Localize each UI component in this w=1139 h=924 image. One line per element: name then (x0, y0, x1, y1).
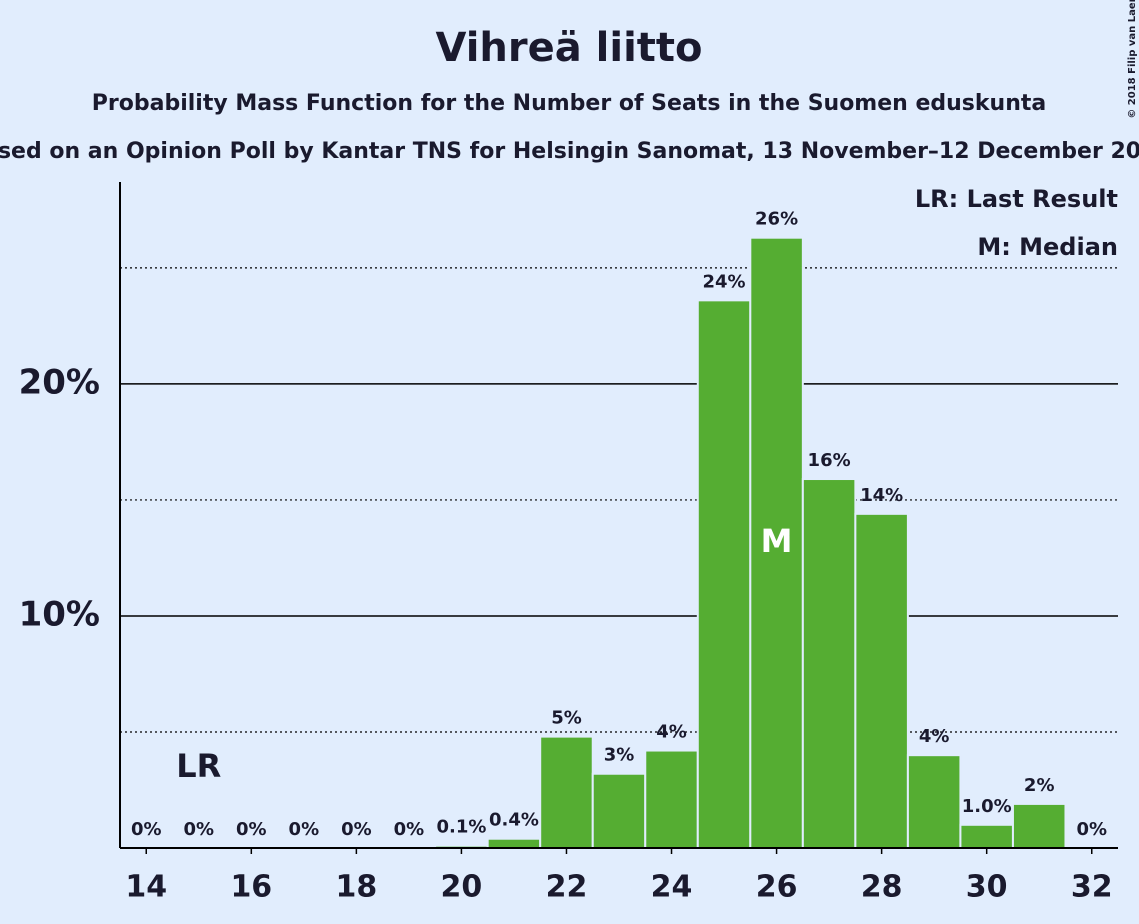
value-label: 5% (551, 708, 582, 729)
bar (959, 823, 1014, 850)
chart-subtitle: Probability Mass Function for the Number… (92, 91, 1046, 116)
x-tick-label: 16 (230, 870, 272, 905)
value-label: 0% (236, 819, 267, 840)
copyright: © 2018 Filip van Laenen (1127, 0, 1138, 119)
value-label: 0% (1076, 819, 1107, 840)
chart-subtitle: Based on an Opinion Poll by Kantar TNS f… (0, 139, 1139, 164)
value-label: 26% (755, 209, 798, 230)
value-label: 3% (604, 745, 635, 766)
y-tick-label: 10% (19, 594, 100, 634)
bar (749, 236, 804, 850)
x-tick-label: 22 (546, 870, 588, 905)
bar (696, 299, 752, 849)
value-label: 4% (919, 726, 950, 747)
y-tick-label: 20% (19, 362, 100, 402)
x-tick-label: 24 (651, 870, 693, 905)
legend-note: M: Median (977, 233, 1118, 261)
x-tick-label: 26 (756, 870, 798, 905)
value-label: 0% (131, 819, 162, 840)
value-label: 4% (656, 722, 687, 743)
bar (486, 837, 542, 850)
x-tick-label: 28 (861, 870, 903, 905)
value-label: 0% (341, 819, 372, 840)
x-tick-label: 18 (335, 870, 377, 905)
x-tick-label: 14 (125, 870, 167, 905)
chart-title: Vihreä liitto (435, 25, 702, 71)
annotation: LR (176, 747, 221, 785)
value-label: 0.1% (436, 817, 486, 838)
value-label: 1.0% (962, 796, 1012, 817)
bar (591, 772, 647, 850)
value-label: 14% (860, 485, 903, 506)
value-label: 0% (289, 819, 320, 840)
value-label: 16% (808, 450, 851, 471)
x-tick-label: 30 (966, 870, 1008, 905)
bar (801, 478, 857, 849)
bar (906, 754, 962, 849)
annotation: M (761, 522, 793, 560)
bar (539, 735, 594, 849)
value-label: 0% (184, 819, 215, 840)
x-tick-label: 32 (1071, 870, 1113, 905)
value-label: 24% (703, 271, 746, 292)
bar (644, 749, 699, 849)
value-label: 2% (1024, 775, 1055, 796)
bar (1011, 802, 1067, 850)
x-tick-label: 20 (441, 870, 483, 905)
value-label: 0.4% (489, 810, 539, 831)
bar (854, 512, 909, 849)
legend-note: LR: Last Result (915, 185, 1118, 213)
value-label: 0% (394, 819, 425, 840)
